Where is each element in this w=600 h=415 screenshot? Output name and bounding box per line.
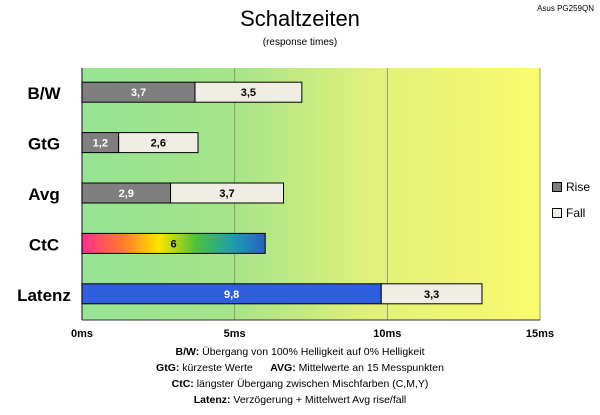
category-label: Latenz xyxy=(17,286,71,305)
bar-rise-label: 9,8 xyxy=(224,289,239,301)
legend-fall: Fall xyxy=(552,206,585,220)
category-label: Avg xyxy=(28,185,60,204)
bar-fall-label: 3,7 xyxy=(219,188,234,200)
x-tick-label: 0ms xyxy=(71,328,93,340)
x-tick-label: 10ms xyxy=(373,328,401,340)
bar-fall xyxy=(170,182,285,204)
legend-fall-label: Fall xyxy=(566,206,586,220)
bar-fall-label: 3,5 xyxy=(241,87,256,99)
bar-fall xyxy=(380,283,483,305)
x-tick-label: 5ms xyxy=(224,328,246,340)
footnote-key: AVG: xyxy=(270,362,296,374)
bar-rise-label: 6 xyxy=(171,238,177,250)
footnote-line: GtG: kürzeste Werte AVG: Mittelwerte an … xyxy=(0,360,600,376)
bar-fall xyxy=(118,132,199,154)
category-label: GtG xyxy=(28,135,60,154)
footnote-key: CtC: xyxy=(171,378,194,390)
footnotes: B/W: Übergang von 100% Helligkeit auf 0%… xyxy=(0,344,600,408)
footnote-key: GtG: xyxy=(156,362,180,374)
footnote-text: längster Übergang zwischen Mischfarben (… xyxy=(193,378,429,390)
bar-rise-label: 3,7 xyxy=(131,87,146,99)
footnote-text: Verzögerung + Mittelwert Avg rise/fall xyxy=(230,394,407,406)
footnote-line: Latenz: Verzögerung + Mittelwert Avg ris… xyxy=(0,392,600,408)
legend-rise-swatch xyxy=(552,182,562,192)
x-tick-label: 15ms xyxy=(526,328,554,340)
footnote-text: Mittelwerte an 15 Messpunkten xyxy=(295,362,444,374)
legend-rise: Rise xyxy=(552,180,590,194)
bar-fall xyxy=(194,81,303,103)
bar-fall-label: 2,6 xyxy=(151,138,166,150)
bar-rise-label: 1,2 xyxy=(93,138,108,150)
footnote-line: CtC: längster Übergang zwischen Mischfar… xyxy=(0,376,600,392)
footnote-key: Latenz: xyxy=(193,394,231,406)
chart-title: Schaltzeiten xyxy=(240,6,360,31)
category-label: B/W xyxy=(27,84,61,103)
footnote-text: Übergang von 100% Helligkeit auf 0% Hell… xyxy=(199,346,425,358)
monitor-model: Asus PG259QN xyxy=(537,4,594,13)
footnote-text: kürzeste Werte xyxy=(179,362,271,374)
legend-fall-swatch xyxy=(552,208,562,218)
bar-fall-label: 3,3 xyxy=(424,289,439,301)
footnote-key: B/W: xyxy=(175,346,200,358)
legend-rise-label: Rise xyxy=(566,180,591,194)
footnote-line: B/W: Übergang von 100% Helligkeit auf 0%… xyxy=(0,344,600,360)
chart-subtitle: (response times) xyxy=(262,37,338,48)
category-label: CtC xyxy=(29,235,59,254)
bar-rise-label: 2,9 xyxy=(119,188,134,200)
bar-rise xyxy=(81,232,266,254)
